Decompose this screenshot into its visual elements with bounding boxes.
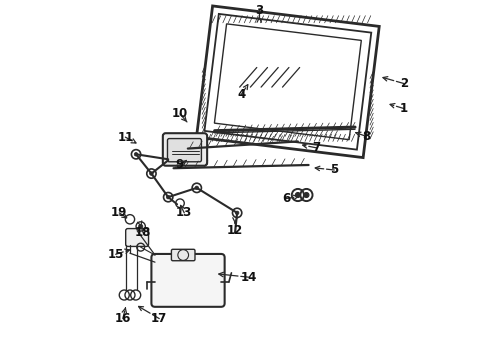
FancyBboxPatch shape xyxy=(126,229,148,247)
Circle shape xyxy=(192,183,201,193)
Bar xyxy=(215,24,361,140)
FancyBboxPatch shape xyxy=(163,133,207,166)
Text: 13: 13 xyxy=(176,206,193,219)
Text: 19: 19 xyxy=(111,206,127,219)
Circle shape xyxy=(149,172,153,175)
Text: 3: 3 xyxy=(255,4,263,17)
Text: 18: 18 xyxy=(135,226,151,239)
Text: 5: 5 xyxy=(330,163,339,176)
Bar xyxy=(196,6,379,158)
Text: 7: 7 xyxy=(313,141,320,154)
Circle shape xyxy=(134,153,138,156)
Bar xyxy=(204,14,371,150)
Circle shape xyxy=(167,195,170,199)
Text: 16: 16 xyxy=(115,312,131,325)
Circle shape xyxy=(304,193,309,198)
Text: 4: 4 xyxy=(237,88,245,101)
Circle shape xyxy=(131,150,141,159)
Circle shape xyxy=(139,224,143,229)
Text: 15: 15 xyxy=(107,248,124,261)
Text: 17: 17 xyxy=(151,312,168,325)
Text: 1: 1 xyxy=(400,102,408,115)
FancyBboxPatch shape xyxy=(151,254,224,307)
Circle shape xyxy=(147,169,156,178)
Text: 8: 8 xyxy=(362,130,370,143)
FancyBboxPatch shape xyxy=(172,249,195,261)
Circle shape xyxy=(195,186,198,190)
Text: 6: 6 xyxy=(282,192,290,205)
Circle shape xyxy=(235,211,239,215)
Text: 12: 12 xyxy=(227,224,243,237)
Text: 9: 9 xyxy=(176,158,184,171)
Text: 14: 14 xyxy=(241,271,257,284)
Circle shape xyxy=(295,193,300,198)
Text: 11: 11 xyxy=(117,131,133,144)
FancyBboxPatch shape xyxy=(168,139,201,162)
Text: 10: 10 xyxy=(172,107,188,120)
Circle shape xyxy=(164,193,173,202)
Text: 2: 2 xyxy=(400,77,408,90)
Circle shape xyxy=(232,208,242,217)
